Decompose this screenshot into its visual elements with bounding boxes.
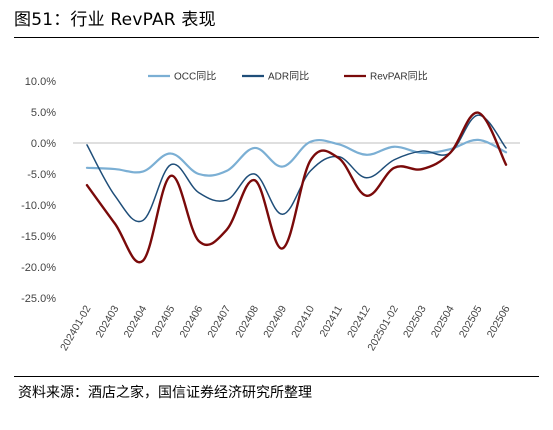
- title-rule: [14, 37, 539, 38]
- series-line: [86, 114, 507, 223]
- x-tick-label: 202403: [94, 303, 122, 339]
- x-tick-label: 202411: [317, 303, 345, 339]
- line-chart: 10.0% 5.0% 0.0% -5.0% -10.0% -15.0% -20.0% -25.…: [21, 71, 520, 353]
- x-tick-label: 202505: [457, 303, 485, 339]
- figure-title: 图51：行业 RevPAR 表现: [14, 10, 216, 30]
- x-tick-label: 202412: [345, 303, 373, 339]
- series-layer: [85, 111, 508, 264]
- x-tick-label: 202503: [401, 303, 429, 339]
- y-tick-label: 10.0%: [25, 76, 56, 88]
- legend-label: OCC同比: [174, 71, 216, 83]
- y-tick-label: -15.0%: [21, 231, 56, 243]
- y-tick-label: -20.0%: [21, 262, 56, 274]
- chart-legend: OCC同比 ADR同比 RevPAR同比: [148, 71, 428, 83]
- series-line: [85, 111, 508, 264]
- x-tick-label: 202405: [149, 303, 177, 339]
- x-tick-label: 202404: [122, 303, 150, 339]
- y-tick-label: -5.0%: [27, 169, 56, 181]
- legend-label: RevPAR同比: [370, 71, 428, 83]
- x-tick-label: 202410: [289, 303, 317, 339]
- source-note: 资料来源：酒店之家，国信证券经济研究所整理: [18, 385, 312, 401]
- series-line: [85, 138, 508, 177]
- source-rule: [14, 376, 539, 377]
- x-tick-label: 202506: [485, 303, 513, 339]
- axes-layer: 10.0% 5.0% 0.0% -5.0% -10.0% -15.0% -20.0% -25.…: [21, 76, 520, 353]
- x-tick-label: 202406: [177, 303, 205, 339]
- x-tick-label: 202401-02: [58, 303, 94, 353]
- x-tick-label: 202408: [233, 303, 261, 339]
- legend-label: ADR同比: [268, 71, 309, 83]
- y-tick-label: 5.0%: [31, 107, 56, 119]
- x-tick-label: 202407: [205, 303, 233, 339]
- y-tick-label: -10.0%: [21, 200, 56, 212]
- y-tick-label: 0.0%: [31, 138, 56, 150]
- x-tick-label: 202504: [429, 303, 457, 339]
- y-tick-label: -25.0%: [21, 293, 56, 305]
- x-tick-label: 202409: [261, 303, 289, 339]
